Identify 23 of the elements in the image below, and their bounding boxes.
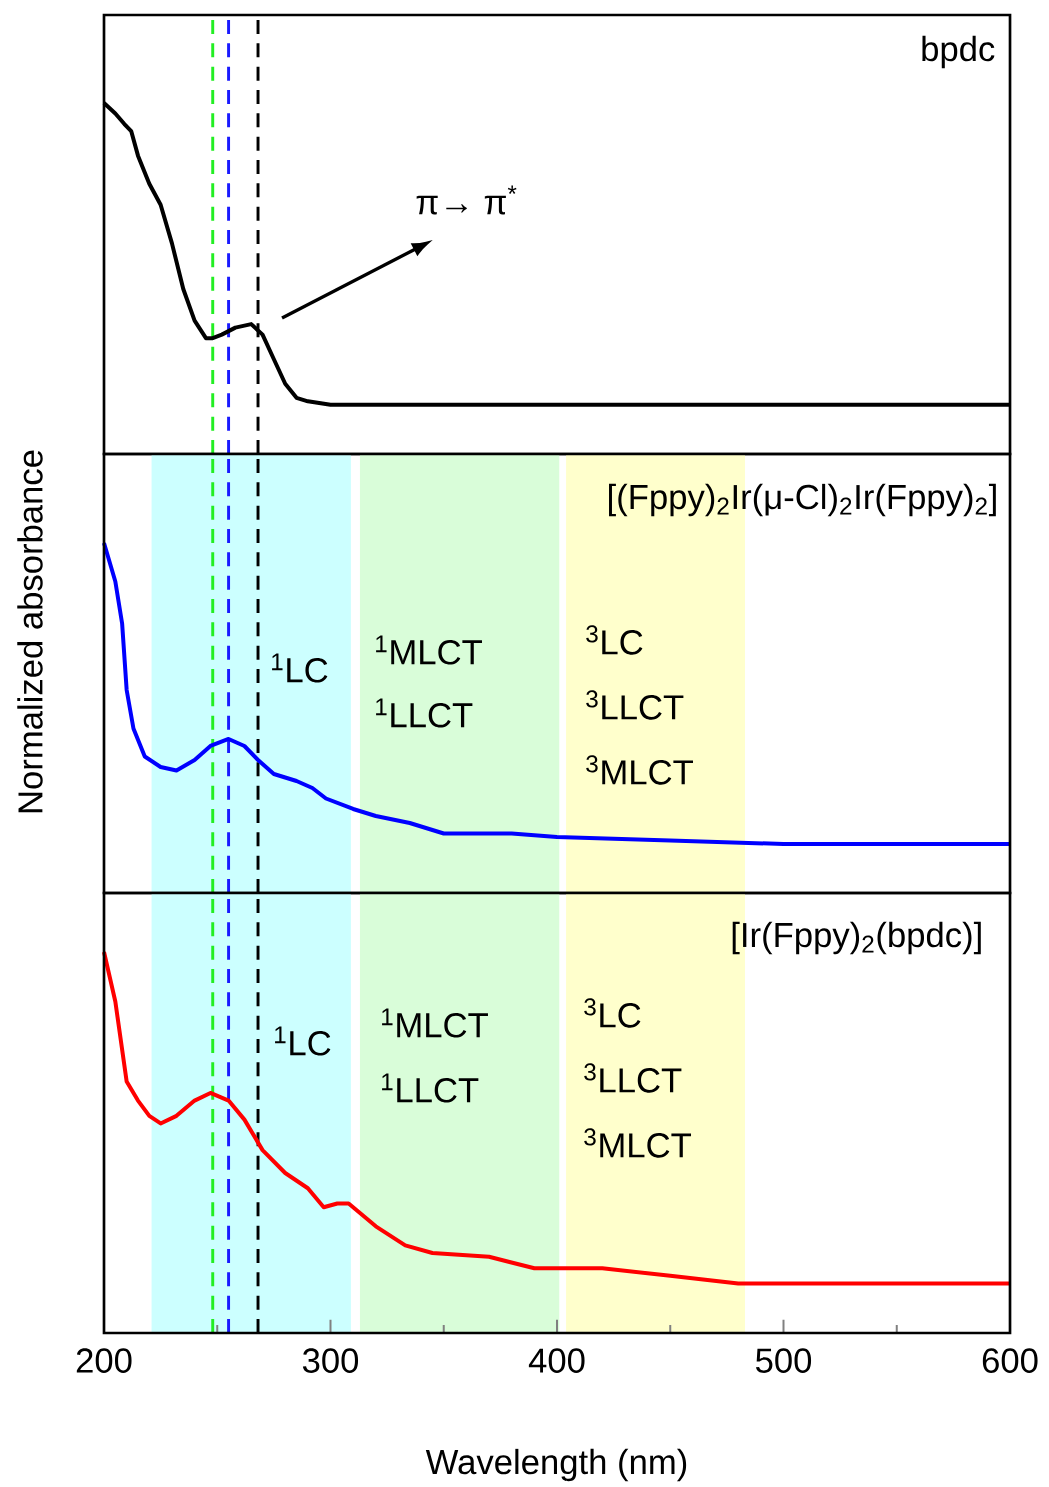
annotation: $^{1}$MLCT xyxy=(382,1008,488,1038)
annotation: $^{3}$LLCT xyxy=(586,690,684,720)
annotation: $^{3}$LC xyxy=(584,998,641,1028)
chart-title: [Ir(Fppy)$_{2}$(bpdc)] xyxy=(732,921,981,955)
x-tick-label: 500 xyxy=(755,1348,812,1373)
annotation: $^{1}$LC xyxy=(275,1026,331,1056)
annotation: π→ π$^{*}$ xyxy=(416,185,517,215)
annotation: $^{1}$LLCT xyxy=(376,698,473,728)
chart-title: [(Fppy)$_{2}$Ir(μ-Cl)$_{2}$Ir(Fppy)$_{2}$] xyxy=(609,483,996,517)
annotation: $^{3}$MLCT xyxy=(586,755,693,785)
annotation: $^{1}$LLCT xyxy=(382,1073,479,1103)
y-axis-title: Normalized absorbance xyxy=(17,450,43,813)
annotation: $^{3}$MLCT xyxy=(584,1128,692,1158)
annotation: $^{3}$LC xyxy=(586,625,643,655)
x-tick-label: 400 xyxy=(528,1348,585,1373)
annotation: $^{1}$MLCT xyxy=(376,635,482,665)
x-tick-label: 200 xyxy=(76,1348,132,1373)
x-axis-title: Wavelength (nm) xyxy=(425,1448,687,1482)
annotation: $^{3}$LLCT xyxy=(584,1063,682,1093)
annotation: $^{1}$LC xyxy=(272,653,328,683)
x-tick-label: 300 xyxy=(302,1348,359,1373)
x-tick-label: 600 xyxy=(982,1348,1038,1373)
chart-title: bpdc xyxy=(922,35,995,69)
